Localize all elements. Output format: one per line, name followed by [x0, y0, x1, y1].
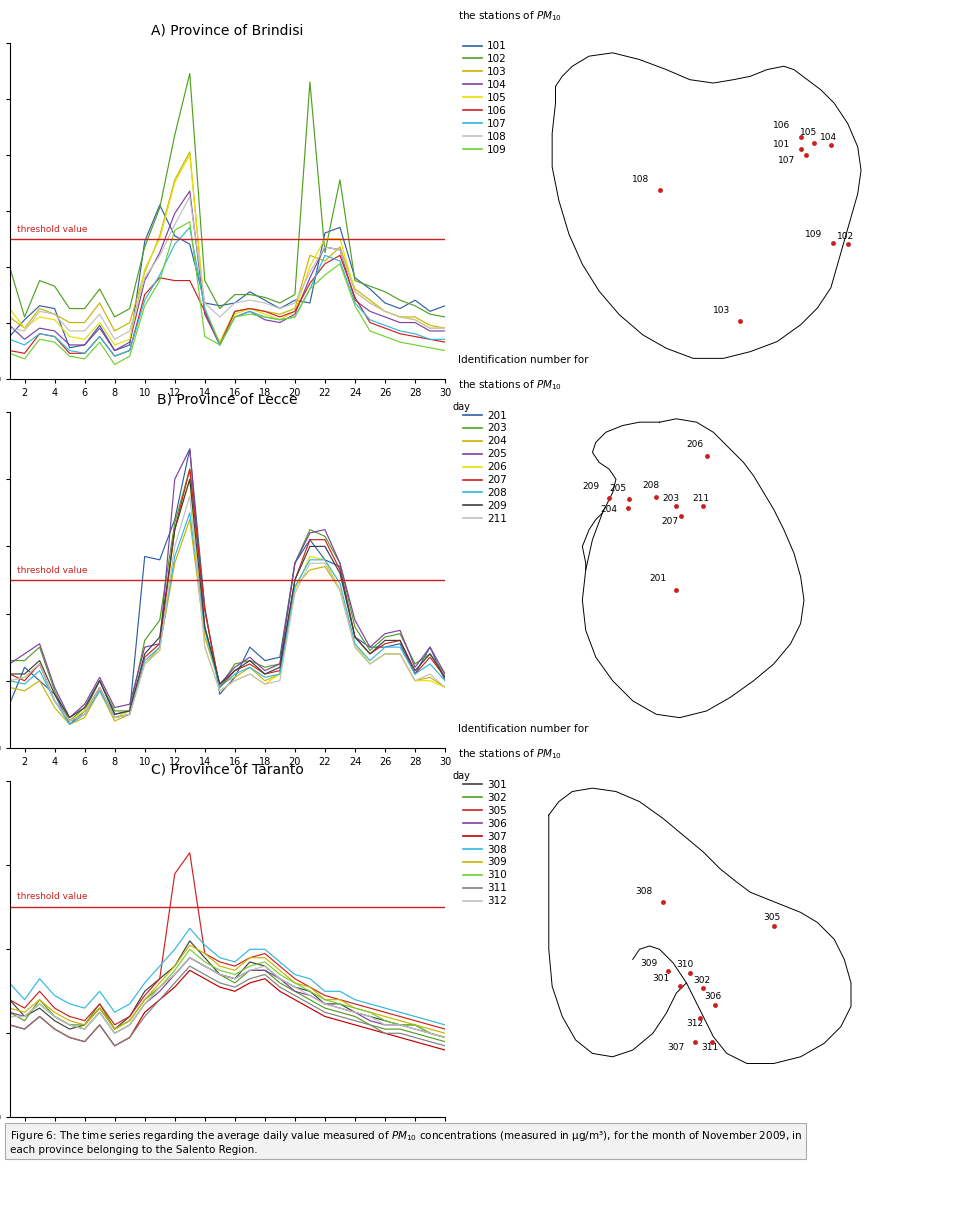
- Text: Figure 6: The time series regarding the average daily value measured of $PM_{10}: Figure 6: The time series regarding the …: [10, 1129, 802, 1155]
- Text: 308: 308: [636, 886, 653, 895]
- Text: Identification number for: Identification number for: [458, 724, 588, 734]
- Text: 305: 305: [763, 913, 780, 923]
- Text: threshold value: threshold value: [17, 226, 88, 234]
- Legend: 101, 102, 103, 104, 105, 106, 107, 108, 109: 101, 102, 103, 104, 105, 106, 107, 108, …: [463, 42, 507, 155]
- Text: the stations of $PM_{10}$: the stations of $PM_{10}$: [458, 9, 562, 22]
- Text: 102: 102: [838, 232, 855, 241]
- Text: day: day: [453, 772, 471, 781]
- Title: C) Province of Taranto: C) Province of Taranto: [151, 762, 304, 777]
- Text: 109: 109: [805, 231, 822, 239]
- Title: A) Province of Brindisi: A) Province of Brindisi: [151, 23, 304, 38]
- Legend: 201, 203, 204, 205, 206, 207, 208, 209, 211: 201, 203, 204, 205, 206, 207, 208, 209, …: [463, 410, 507, 524]
- Text: threshold value: threshold value: [17, 567, 88, 575]
- Text: 207: 207: [661, 518, 678, 526]
- Text: 209: 209: [582, 482, 599, 491]
- Text: 204: 204: [601, 505, 618, 514]
- Text: 208: 208: [643, 481, 660, 490]
- Text: 107: 107: [778, 156, 796, 165]
- Text: the stations of $PM_{10}$: the stations of $PM_{10}$: [458, 379, 562, 392]
- Text: day: day: [453, 1140, 471, 1150]
- Text: 203: 203: [663, 493, 680, 503]
- Text: 312: 312: [686, 1020, 703, 1028]
- Text: the stations of $PM_{10}$: the stations of $PM_{10}$: [458, 747, 562, 762]
- Text: 211: 211: [692, 493, 710, 503]
- Legend: 301, 302, 305, 306, 307, 308, 309, 310, 311, 312: 301, 302, 305, 306, 307, 308, 309, 310, …: [463, 780, 507, 906]
- Text: day: day: [453, 402, 471, 411]
- Text: 301: 301: [652, 974, 669, 983]
- Text: 201: 201: [649, 574, 667, 584]
- Text: threshold value: threshold value: [17, 893, 88, 901]
- Text: 205: 205: [609, 484, 626, 492]
- Text: 104: 104: [820, 133, 838, 142]
- Text: Identification number for: Identification number for: [458, 355, 588, 365]
- Text: 306: 306: [705, 993, 722, 1001]
- Text: 302: 302: [692, 976, 710, 984]
- Text: 206: 206: [686, 440, 703, 449]
- Text: 309: 309: [641, 958, 658, 968]
- Text: 105: 105: [800, 128, 817, 137]
- Title: B) Province of Lecce: B) Province of Lecce: [157, 393, 298, 407]
- Text: 310: 310: [676, 961, 693, 969]
- Text: 101: 101: [774, 139, 791, 149]
- Text: 108: 108: [632, 175, 649, 183]
- Text: 103: 103: [712, 305, 731, 315]
- Text: 307: 307: [668, 1043, 685, 1051]
- Text: 106: 106: [774, 121, 791, 131]
- Text: 311: 311: [701, 1043, 718, 1051]
